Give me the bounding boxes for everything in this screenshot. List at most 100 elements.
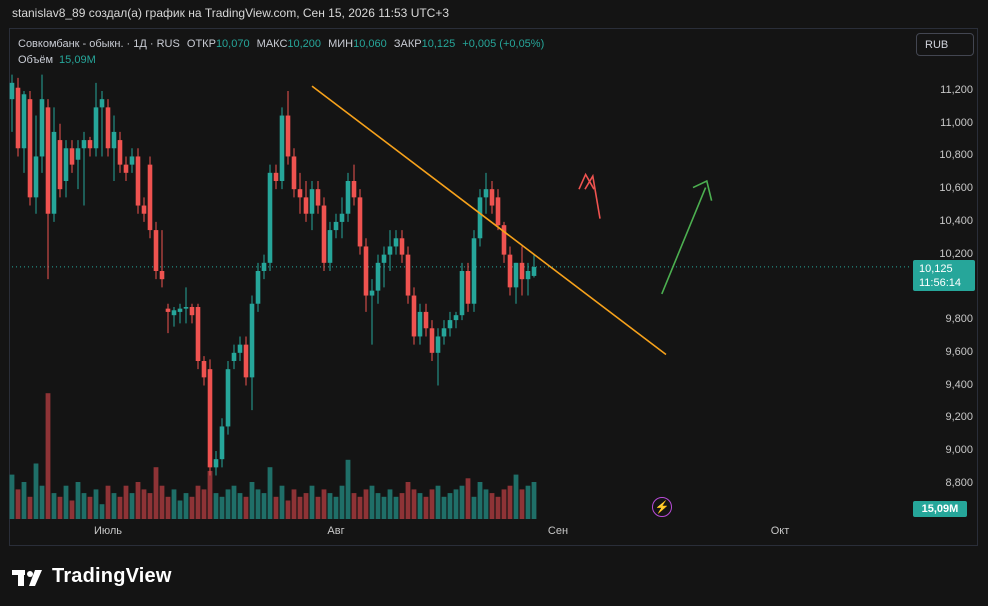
volume-bar <box>423 496 429 519</box>
candle-body <box>519 262 525 280</box>
volume-bar <box>99 504 105 519</box>
candle-body <box>69 148 75 165</box>
volume-bar <box>237 493 243 519</box>
candle-body <box>363 246 369 296</box>
y-tick-label: 9,800 <box>945 313 973 326</box>
candle-body <box>441 328 447 337</box>
candle-body <box>399 238 405 255</box>
volume-bar <box>165 496 171 519</box>
open-value: 10,070 <box>215 38 250 50</box>
candle-body <box>27 99 33 198</box>
volume-bar <box>201 489 207 519</box>
y-tick-label: 10,600 <box>939 182 973 195</box>
candle-body <box>177 308 183 312</box>
volume-bar <box>111 493 117 519</box>
y-tick-label: 9,200 <box>945 411 973 424</box>
symbol-name[interactable]: Совкомбанк - обыкн. · 1Д · RUS <box>18 38 180 50</box>
volume-bar <box>507 485 513 519</box>
volume-bar <box>483 489 489 519</box>
candle-body <box>465 271 471 304</box>
volume-bar <box>255 489 261 519</box>
candle-body <box>267 172 273 263</box>
candle-body <box>387 246 393 255</box>
volume-bar <box>147 493 153 519</box>
candle-body <box>201 361 207 378</box>
volume-bar <box>489 493 495 519</box>
brand-name: TradingView <box>52 565 172 587</box>
y-tick-label: 11,000 <box>940 116 973 129</box>
volume-bar <box>195 485 201 519</box>
tv-logo-icon <box>12 566 46 588</box>
candle-body <box>45 107 51 214</box>
volume-bar <box>87 496 93 519</box>
candle-body <box>183 307 189 309</box>
green-arrow-head <box>692 179 713 201</box>
volume-bar <box>219 496 225 519</box>
volume-bar <box>261 493 267 519</box>
candle-body <box>219 426 225 460</box>
candle-body <box>423 311 429 329</box>
volume-bar <box>519 489 525 519</box>
y-tick-label: 11,200 <box>940 84 973 96</box>
candle-body <box>483 189 489 198</box>
volume-bar <box>453 489 459 519</box>
volume-bar <box>351 493 357 519</box>
volume-bar <box>435 485 441 519</box>
volume-bar <box>303 493 309 519</box>
volume-bar <box>279 485 285 519</box>
volume-bar <box>75 482 81 519</box>
red-arrow-head <box>578 172 595 190</box>
candle-body <box>9 82 15 100</box>
volume-label[interactable]: Объём <box>18 54 54 66</box>
tradingview-logo[interactable]: TradingView <box>12 565 172 588</box>
volume-bar <box>525 485 531 519</box>
volume-bar <box>411 489 417 519</box>
candle-body <box>93 107 99 149</box>
candle-body <box>171 310 177 316</box>
candle-body <box>123 164 129 173</box>
trendline <box>311 85 667 356</box>
candle-body <box>165 308 171 312</box>
candle-body <box>405 254 411 296</box>
low-label: МИН <box>328 38 354 50</box>
volume-bar <box>273 496 279 519</box>
volume-bar <box>345 459 351 519</box>
volume-bar <box>129 493 135 519</box>
x-tick-label: Июль <box>93 525 123 537</box>
volume-bar <box>171 489 177 519</box>
volume-bar <box>495 496 501 519</box>
open-label: ОТКР <box>186 38 216 50</box>
volume-bar <box>387 489 393 519</box>
x-tick-label: Авг <box>327 525 345 537</box>
volume-bar <box>69 500 75 519</box>
volume-bar <box>267 467 273 519</box>
symbol-legend: Совкомбанк - обыкн. · 1Д · RUS ОТКР10,07… <box>18 36 544 68</box>
volume-bar <box>309 485 315 519</box>
candle-body <box>345 181 351 214</box>
candle-body <box>303 197 309 214</box>
close-value: 10,125 <box>421 38 456 50</box>
candle-body <box>417 311 423 337</box>
volume-bar <box>39 485 45 519</box>
candle-body <box>195 307 201 361</box>
currency-button[interactable]: RUB <box>916 33 974 56</box>
close-label: ЗАКР <box>393 38 422 50</box>
volume-bar <box>321 489 327 519</box>
y-tick-label: 9,400 <box>945 378 973 391</box>
y-tick-label: 10,200 <box>939 247 973 260</box>
volume-bar <box>81 493 87 519</box>
candle-body <box>513 262 519 288</box>
candle-body <box>99 99 105 108</box>
bar-countdown: 11:56:14 <box>919 277 962 289</box>
candle-body <box>315 189 321 206</box>
volume-bar <box>399 493 405 519</box>
volume-bar <box>189 496 195 519</box>
volume-bar <box>369 485 375 519</box>
x-tick-label: Окт <box>770 525 790 537</box>
lightning-icon[interactable]: ⚡ <box>652 497 672 517</box>
chart-frame <box>9 28 978 546</box>
volume-bar <box>141 489 147 519</box>
candle-body <box>57 140 63 190</box>
volume-bar <box>213 493 219 519</box>
